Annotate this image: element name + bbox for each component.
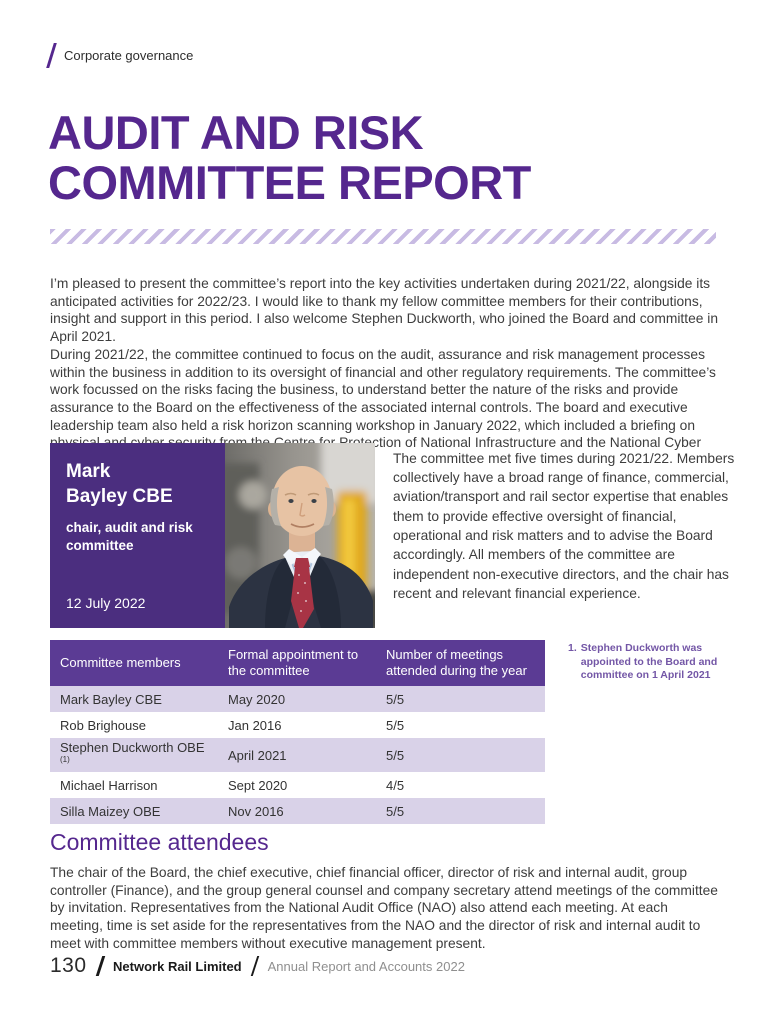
table-row: Michael Harrison Sept 2020 4/5 <box>50 772 545 798</box>
member-name: Michael Harrison <box>60 777 158 793</box>
report-date: 12 July 2022 <box>66 595 146 611</box>
member-appointed: April 2021 <box>218 738 376 773</box>
member-name-text: Stephen Duckworth OBE <box>60 740 205 755</box>
footer-report-title: Annual Report and Accounts 2022 <box>267 958 465 974</box>
footer-company-name: Network Rail Limited <box>113 958 242 974</box>
chair-profile-card: Mark Bayley CBE chair, audit and risk co… <box>50 443 225 628</box>
header-meetings-attended: Number of meetings attended during the y… <box>376 640 545 686</box>
member-appointed: Jan 2016 <box>228 717 282 733</box>
footnote-text: Stephen Duckworth was appointed to the B… <box>580 642 718 681</box>
member-appointed: May 2020 <box>218 686 376 712</box>
member-appointed: Nov 2016 <box>218 798 376 825</box>
header-formal-appointment: Formal appointment to the committee <box>218 640 376 686</box>
member-attended: 5/5 <box>376 686 545 712</box>
section-label: Corporate governance <box>64 48 194 63</box>
slash-icon <box>46 43 57 68</box>
slash-icon <box>95 956 105 976</box>
footnote-reference: (1) <box>60 755 70 764</box>
table-row: Rob Brighouse Jan 2016 5/5 <box>50 712 545 738</box>
member-appointed: Sept 2020 <box>228 777 288 793</box>
committee-members-table: Committee members Formal appointment to … <box>50 640 545 825</box>
member-name: Stephen Duckworth OBE (1) <box>50 738 218 773</box>
member-attended: 4/5 <box>386 777 405 793</box>
page-number: 130 <box>50 954 87 977</box>
member-name: Rob Brighouse <box>60 717 146 733</box>
committee-overview-paragraph: The committee met five times during 2021… <box>393 450 735 601</box>
page-footer: 130 Network Rail Limited Annual Report a… <box>50 954 465 978</box>
slash-icon <box>250 956 259 976</box>
intro-paragraph-1: I’m pleased to present the committee’s r… <box>50 275 718 344</box>
member-name: Silla Maizey OBE <box>50 798 218 825</box>
table-header-row: Committee members Formal appointment to … <box>50 640 545 686</box>
page-title-line2: COMMITTEE REPORT <box>48 156 531 209</box>
table-row: Silla Maizey OBE Nov 2016 5/5 <box>50 798 545 825</box>
chair-name: Mark Bayley CBE <box>66 459 173 509</box>
attendees-heading: Committee attendees <box>50 829 269 856</box>
table-footnote: 1. Stephen Duckworth was appointed to th… <box>568 642 740 683</box>
member-name: Mark Bayley CBE <box>50 686 218 712</box>
section-eyebrow: Corporate governance <box>46 43 194 68</box>
page-title-line1: AUDIT AND RISK <box>48 106 424 159</box>
chair-name-line2: Bayley CBE <box>66 486 173 507</box>
table-row: Stephen Duckworth OBE (1) April 2021 5/5 <box>50 738 545 773</box>
footnote-marker: 1. <box>568 642 577 654</box>
header-committee-members: Committee members <box>50 640 218 686</box>
chair-portrait-photo <box>219 437 381 633</box>
hatched-divider <box>50 229 716 244</box>
page-title: AUDIT AND RISK COMMITTEE REPORT <box>48 108 531 208</box>
table-row: Mark Bayley CBE May 2020 5/5 <box>50 686 545 712</box>
chair-role: chair, audit and risk committee <box>66 520 193 553</box>
chair-name-line1: Mark <box>66 461 111 482</box>
member-attended: 5/5 <box>376 738 545 773</box>
member-attended: 5/5 <box>386 717 405 733</box>
attendees-paragraph: The chair of the Board, the chief execut… <box>50 864 718 951</box>
member-attended: 5/5 <box>376 798 545 825</box>
